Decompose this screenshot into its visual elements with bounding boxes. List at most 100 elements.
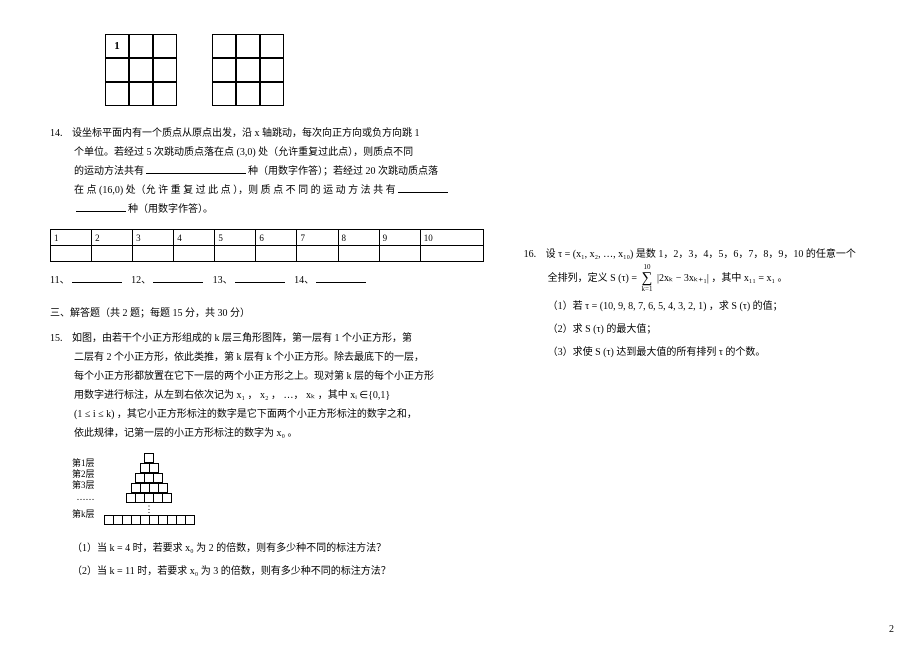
table-cell: 1 — [51, 230, 92, 246]
table-cell: 4 — [174, 230, 215, 246]
left-column: 1 — [50, 20, 484, 591]
table-row — [51, 246, 484, 262]
q-line: (1 ≤ i ≤ k) ，其它小正方形标注的数字是它下面两个小正方形标注的数字之… — [50, 405, 484, 424]
pyramid-row — [127, 493, 172, 503]
fill-label: 13、 — [213, 275, 233, 286]
q-number: 14. — [50, 124, 72, 143]
table-cell: 5 — [215, 230, 256, 246]
grid-cell — [129, 34, 153, 58]
table-cell: 7 — [297, 230, 338, 246]
layer-label: 第2层 — [72, 469, 95, 480]
q-line: 16.设 τ = (x₁, x₂, …, x₁₀) 是数 1，2，3，4，5，6… — [524, 245, 890, 264]
sigma-lower: k=1 — [642, 286, 653, 293]
grid-cell — [260, 58, 284, 82]
pyramid-row — [145, 453, 154, 463]
blank — [316, 273, 366, 283]
sub-question-1: （1）若 τ = (10, 9, 8, 7, 6, 5, 4, 3, 2, 1)… — [548, 297, 890, 316]
q-line: 依此规律，记第一层的小正方形标注的数字为 x₀ 。 — [50, 424, 484, 443]
grid-cell — [260, 82, 284, 106]
grid-cell — [105, 58, 129, 82]
pyramid-cell — [144, 453, 154, 463]
table-cell — [338, 246, 379, 262]
table-cell — [420, 246, 483, 262]
q-text: 种（用数字作答）。 — [128, 204, 213, 215]
section-title: 三、解答题（共 2 题；每题 15 分，共 30 分） — [50, 304, 484, 323]
q-line: 种（用数字作答）。 — [50, 200, 484, 219]
q-line: 15.如图，由若干个小正方形组成的 k 层三角形图阵，第一层有 1 个小正方形，… — [50, 329, 484, 348]
layer-label: 第3层 — [72, 480, 95, 491]
vertical-dots: ⋮ — [145, 505, 155, 513]
q-line: 全排列，定义 S (τ) = 10 ∑ k=1 |2xₖ − 3xₖ₊₁| ，其… — [524, 264, 890, 293]
q-line: 14.设坐标平面内有一个质点从原点出发，沿 x 轴跳动，每次向正方向或负方向跳 … — [50, 124, 484, 143]
question-14: 14.设坐标平面内有一个质点从原点出发，沿 x 轴跳动，每次向正方向或负方向跳 … — [50, 124, 484, 219]
pyramid-row — [136, 473, 163, 483]
sigma-symbol: ∑ — [642, 271, 653, 286]
table-cell — [92, 246, 133, 262]
grid-cell — [212, 58, 236, 82]
table-cell: 8 — [338, 230, 379, 246]
fill-label: 12、 — [131, 275, 151, 286]
grid-right — [212, 34, 284, 106]
table-row: 1 2 3 4 5 6 7 8 9 10 — [51, 230, 484, 246]
q-line: 在 点 (16,0) 处（允 许 重 复 过 此 点 ），则 质 点 不 同 的… — [50, 181, 484, 200]
q-text: 如图，由若干个小正方形组成的 k 层三角形图阵，第一层有 1 个小正方形，第 — [72, 333, 412, 344]
grid-cell — [129, 58, 153, 82]
pyramid-row — [105, 515, 195, 525]
question-16: 16.设 τ = (x₁, x₂, …, x₁₀) 是数 1，2，3，4，5，6… — [524, 245, 890, 362]
table-cell — [297, 246, 338, 262]
q-number: 15. — [50, 329, 72, 348]
table-cell: 6 — [256, 230, 297, 246]
page-number: 2 — [889, 624, 894, 635]
q-text: 种（用数字作答）；若经过 20 次跳动质点落 — [248, 166, 438, 177]
grid-cell — [105, 82, 129, 106]
blank — [76, 202, 126, 212]
table-cell: 10 — [420, 230, 483, 246]
fill-blanks-row: 11、 12、 13、 14、 — [50, 272, 484, 290]
pyramid-row — [141, 463, 159, 473]
grid-cell — [129, 82, 153, 106]
grid-cell — [212, 34, 236, 58]
grid-cell — [236, 34, 260, 58]
q-number: 16. — [524, 245, 546, 264]
q-line: 用数字进行标注，从左到右依次记为 x₁ ， x₂ ， …， xₖ ，其中 xᵢ … — [50, 386, 484, 405]
question-15: 15.如图，由若干个小正方形组成的 k 层三角形图阵，第一层有 1 个小正方形，… — [50, 329, 484, 581]
q-text: 的运动方法共有 — [74, 166, 144, 177]
grid-cell — [153, 82, 177, 106]
pyramid-labels: 第1层 第2层 第3层 …… 第k层 — [72, 458, 95, 520]
grid-cell — [153, 58, 177, 82]
q-line: 每个小正方形都放置在它下一层的两个小正方形之上。现对第 k 层的每个小正方形 — [50, 367, 484, 386]
grid-cell — [212, 82, 236, 106]
sub-question-3: （3）求使 S (τ) 达到最大值的所有排列 τ 的个数。 — [548, 343, 890, 362]
q-text: |2xₖ − 3xₖ₊₁| ，其中 x₁₁ = x₁ 。 — [657, 273, 788, 284]
fill-label: 14、 — [294, 275, 314, 286]
q-line: 个单位。若经过 5 次跳动质点落在点 (3,0) 处（允许重复过此点），则质点不… — [50, 143, 484, 162]
page: 1 — [0, 0, 920, 601]
table-cell — [256, 246, 297, 262]
pyramid-row — [132, 483, 168, 493]
sub-question-2: （2）当 k = 11 时，若要求 x₀ 为 3 的倍数，则有多少种不同的标注方… — [72, 562, 484, 581]
pyramid-cell — [149, 463, 159, 473]
grid-left: 1 — [105, 34, 177, 106]
grid-cell: 1 — [105, 34, 129, 58]
q-line: 的运动方法共有 种（用数字作答）；若经过 20 次跳动质点落 — [50, 162, 484, 181]
layer-label: 第k层 — [72, 509, 95, 520]
sigma-icon: 10 ∑ k=1 — [642, 264, 653, 293]
pyramid-cell — [185, 515, 195, 525]
table-cell — [174, 246, 215, 262]
table-cell: 9 — [379, 230, 420, 246]
sub-question-1: （1）当 k = 4 时，若要求 x₀ 为 2 的倍数，则有多少种不同的标注方法… — [72, 539, 484, 558]
blank — [153, 273, 203, 283]
q-line: 二层有 2 个小正方形，依此类推，第 k 层有 k 个小正方形。除去最底下的一层… — [50, 348, 484, 367]
pyramid-figure: 第1层 第2层 第3层 …… 第k层 ⋮ — [72, 453, 484, 525]
layer-label: …… — [72, 492, 95, 503]
q-text: 设坐标平面内有一个质点从原点出发，沿 x 轴跳动，每次向正方向或负方向跳 1 — [72, 128, 420, 139]
table-cell — [379, 246, 420, 262]
blank — [235, 273, 285, 283]
blank — [398, 183, 448, 193]
q-text: 设 τ = (x₁, x₂, …, x₁₀) 是数 1，2，3，4，5，6，7，… — [546, 249, 856, 260]
table-cell: 3 — [133, 230, 174, 246]
grid-cell — [260, 34, 284, 58]
q-text: 在 点 (16,0) 处（允 许 重 复 过 此 点 ），则 质 点 不 同 的… — [74, 185, 396, 196]
grid-cell — [153, 34, 177, 58]
fill-label: 11、 — [50, 275, 70, 286]
